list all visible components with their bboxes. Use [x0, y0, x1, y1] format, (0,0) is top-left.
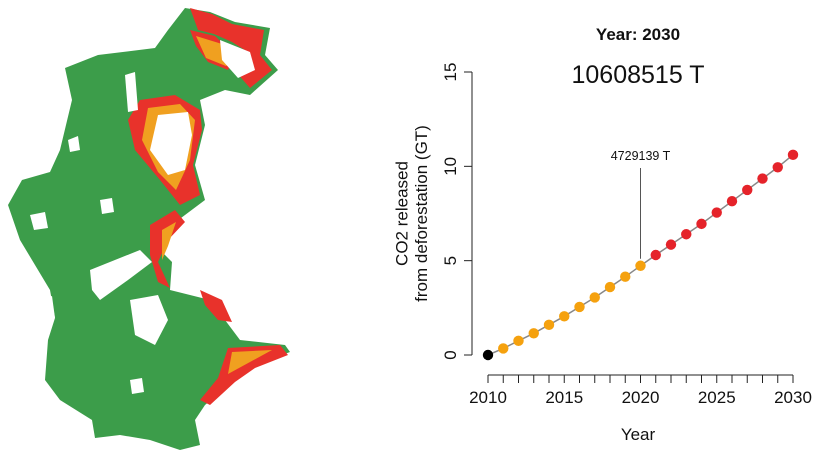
x-axis: 2010 2015 2020 2025 2030: [469, 374, 812, 407]
frontier-edge: [228, 350, 272, 374]
x-tick-label: 2010: [469, 388, 507, 407]
x-tick-label: 2025: [698, 388, 736, 407]
deforestation-map: [8, 8, 290, 450]
data-point: [528, 328, 539, 339]
frontier-patch: [150, 210, 185, 288]
annotation-label: 4729139 T: [611, 149, 671, 163]
data-point: [482, 349, 494, 361]
annotation: 4729139 T: [611, 149, 671, 259]
data-point: [620, 271, 631, 282]
y-axis-label: CO2 releasedfrom deforestation (GT): [392, 125, 431, 302]
chart-title: Year: 2030: [596, 25, 680, 44]
data-point: [650, 249, 661, 261]
cleared-patch: [220, 40, 255, 78]
data-point: [787, 149, 799, 161]
y-axis-label-line: from deforestation (GT): [412, 125, 431, 302]
data-point: [574, 301, 585, 313]
data-point: [559, 311, 570, 322]
x-tick-label: 2015: [545, 388, 583, 407]
data-point: [589, 292, 600, 303]
data-point: [757, 173, 768, 184]
cleared-patch: [30, 212, 48, 230]
cleared-patch: [150, 112, 192, 175]
frontier-patch: [200, 290, 232, 322]
data-points: [482, 149, 799, 361]
y-tick-label: 0: [441, 350, 460, 359]
x-tick-label: 2020: [622, 388, 660, 407]
data-point: [513, 335, 524, 347]
data-point: [696, 218, 707, 230]
data-point: [604, 281, 616, 293]
forest-shape: [8, 8, 290, 450]
y-tick-label: 15: [441, 63, 460, 82]
x-axis-label: Year: [621, 425, 656, 444]
y-axis-label-line: CO2 released: [392, 161, 411, 266]
cleared-patch: [130, 295, 168, 345]
data-point: [742, 184, 753, 196]
cleared-patch: [68, 136, 80, 152]
frontier-edge: [162, 222, 176, 260]
data-point: [635, 260, 646, 271]
co2-chart: Year: 2030 10608515 T 0 5 10 15 2010 2015 202…: [392, 25, 812, 444]
chart-subtitle: 10608515 T: [572, 61, 705, 89]
cleared-patch: [40, 296, 55, 320]
y-axis-label-text: CO2 releasedfrom deforestation (GT): [392, 125, 431, 302]
data-point: [772, 162, 783, 173]
cleared-patch: [90, 250, 152, 300]
cleared-patch: [100, 198, 114, 214]
data-point: [711, 207, 722, 218]
x-tick-label: 2030: [774, 388, 812, 407]
data-point: [681, 229, 692, 240]
cleared-patch: [125, 72, 138, 112]
cleared-areas: [30, 40, 255, 394]
data-point: [665, 239, 677, 250]
y-axis: 0 5 10 15: [441, 63, 473, 360]
forest-region: [8, 8, 290, 450]
data-point: [726, 196, 738, 207]
data-point: [498, 343, 509, 354]
y-tick-label: 10: [441, 157, 460, 176]
data-point: [543, 319, 555, 331]
frontier-patch: [200, 345, 288, 405]
y-tick-label: 5: [441, 256, 460, 265]
cleared-patch: [130, 378, 144, 394]
